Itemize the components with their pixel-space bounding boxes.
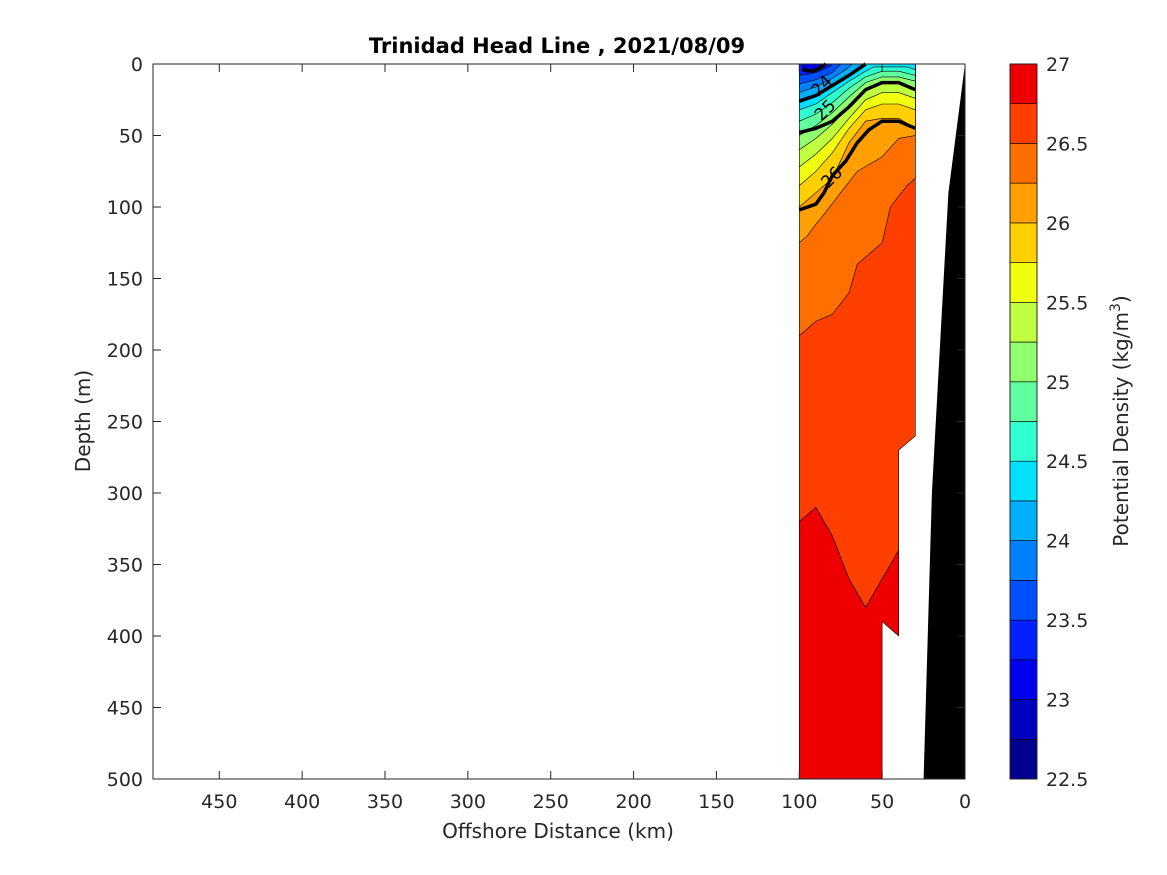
colorbar-band-16 bbox=[1009, 103, 1038, 144]
colorbar-band-2 bbox=[1009, 659, 1038, 700]
colorbar-band-6 bbox=[1009, 500, 1038, 541]
colorbar-ticks: 27 26.5 26 25.5 25 24.5 24 23.5 23 22.5 bbox=[1046, 54, 1088, 791]
colorbar-frame bbox=[1009, 63, 1038, 780]
bathymetry-fill bbox=[923, 64, 965, 779]
contour-line-1 bbox=[798, 80, 916, 135]
colorbar-band-15 bbox=[1009, 143, 1038, 184]
colorbar bbox=[1009, 63, 1038, 780]
colorbar-label-suffix: ) bbox=[1109, 295, 1133, 303]
colorbar-tick-label-9: 22.5 bbox=[1046, 769, 1088, 791]
y-tick-label-9: 450 bbox=[107, 698, 143, 720]
y-axis-ticks: 0 50 100 150 200 250 300 350 400 450 500 bbox=[107, 54, 965, 791]
colorbar-tick-label-3: 25.5 bbox=[1046, 292, 1088, 314]
x-tick-label-0: 450 bbox=[201, 791, 237, 813]
y-tick-label-3: 150 bbox=[107, 269, 143, 291]
y-tick-label-0: 0 bbox=[131, 54, 143, 76]
contour-line-3 bbox=[802, 62, 827, 74]
colorbar-band-13 bbox=[1009, 222, 1038, 263]
contour-line-0 bbox=[798, 119, 916, 212]
colorbar-band-7 bbox=[1009, 460, 1038, 502]
colorbar-band-12 bbox=[1009, 262, 1038, 303]
x-tick-label-8: 50 bbox=[870, 791, 894, 813]
y-tick-label-7: 350 bbox=[107, 555, 143, 577]
colorbar-band-3 bbox=[1009, 619, 1038, 661]
y-tick-label-4: 200 bbox=[107, 340, 143, 362]
colorbar-tick-label-5: 24.5 bbox=[1046, 451, 1088, 473]
contour-lines bbox=[798, 62, 916, 212]
colorbar-tick-label-0: 27 bbox=[1046, 54, 1070, 76]
x-tick-label-7: 100 bbox=[781, 791, 817, 813]
bathymetry bbox=[923, 64, 965, 779]
y-tick-label-8: 400 bbox=[107, 626, 143, 648]
colorbar-tick-label-7: 23.5 bbox=[1046, 610, 1088, 632]
y-tick-label-1: 50 bbox=[119, 126, 143, 148]
colorbar-band-0 bbox=[1009, 738, 1038, 780]
contour-fills bbox=[798, 63, 916, 780]
x-tick-label-2: 350 bbox=[367, 791, 403, 813]
colorbar-band-5 bbox=[1009, 540, 1038, 581]
colorbar-label: Potential Density (kg/m3) bbox=[1108, 295, 1133, 546]
y-axis-label: Depth (m) bbox=[71, 370, 95, 472]
x-tick-label-4: 250 bbox=[533, 791, 569, 813]
colorbar-band-1 bbox=[1009, 699, 1038, 740]
x-tick-label-5: 200 bbox=[615, 791, 651, 813]
colorbar-band-17 bbox=[1009, 63, 1038, 105]
colorbar-band-11 bbox=[1009, 301, 1038, 343]
colorbar-tick-label-1: 26.5 bbox=[1046, 133, 1088, 155]
colorbar-tick-label-6: 24 bbox=[1046, 531, 1070, 553]
colorbar-band-4 bbox=[1009, 580, 1038, 621]
colorbar-band-9 bbox=[1009, 381, 1038, 422]
colorbar-band-10 bbox=[1009, 341, 1038, 383]
x-tick-label-3: 300 bbox=[450, 791, 486, 813]
y-tick-label-10: 500 bbox=[107, 769, 143, 791]
colorbar-tick-label-2: 26 bbox=[1046, 213, 1070, 235]
colorbar-tick-label-4: 25 bbox=[1046, 372, 1070, 394]
colorbar-label-superscript: 3 bbox=[1108, 303, 1124, 312]
y-tick-label-2: 100 bbox=[107, 197, 143, 219]
x-axis-label: Offshore Distance (km) bbox=[442, 819, 674, 843]
colorbar-band-14 bbox=[1009, 182, 1038, 224]
chart-title: Trinidad Head Line , 2021/08/09 bbox=[369, 34, 745, 58]
colorbar-label-main: Potential Density (kg/m bbox=[1109, 312, 1133, 547]
x-axis-ticks: 450 400 350 300 250 200 150 100 50 0 bbox=[201, 64, 971, 813]
x-tick-label-6: 150 bbox=[698, 791, 734, 813]
y-tick-label-6: 300 bbox=[107, 483, 143, 505]
x-tick-label-1: 400 bbox=[284, 791, 320, 813]
x-tick-label-9: 0 bbox=[959, 791, 971, 813]
colorbar-tick-label-8: 23 bbox=[1046, 690, 1070, 712]
y-tick-label-5: 250 bbox=[107, 412, 143, 434]
contour-line-2 bbox=[798, 62, 867, 103]
colorbar-band-8 bbox=[1009, 421, 1038, 462]
